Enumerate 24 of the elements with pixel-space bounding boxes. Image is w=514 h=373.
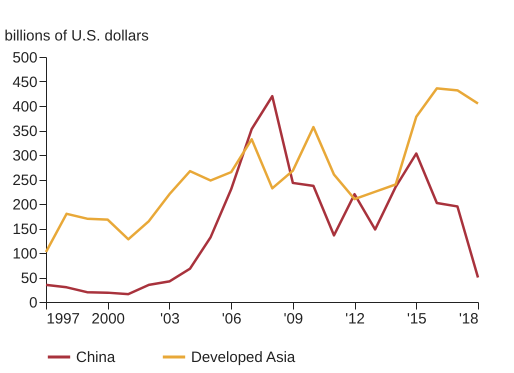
x-tick-label: '09 — [284, 310, 304, 328]
line-series — [44, 94, 480, 296]
x-tick-label: '12 — [345, 310, 365, 328]
y-tick-label: 450 — [12, 74, 38, 91]
y-tick-label: 250 — [12, 172, 38, 189]
y-tick-label: 500 — [12, 50, 38, 66]
line-series — [44, 87, 480, 254]
legend-label: China — [76, 349, 116, 366]
x-tick-label: '18 — [458, 310, 478, 328]
y-tick-label: 150 — [12, 221, 38, 238]
x-tick-label: '06 — [222, 310, 242, 328]
legend-label: Developed Asia — [191, 349, 296, 366]
y-tick-label: 100 — [12, 246, 38, 262]
x-tick-label: 1997 — [46, 310, 80, 328]
x-tick-label: 2000 — [92, 310, 125, 328]
x-tick-label: '15 — [407, 310, 427, 328]
y-axis-title: billions of U.S. dollars — [4, 28, 149, 44]
y-tick-label: 200 — [12, 196, 38, 214]
y-tick-label: 0 — [29, 294, 38, 312]
y-tick-label: 350 — [12, 123, 38, 140]
y-tick-label: 400 — [12, 98, 38, 116]
y-tick-label: 50 — [20, 270, 38, 287]
x-tick-label: '03 — [160, 310, 180, 328]
y-tick-label: 300 — [12, 148, 38, 164]
